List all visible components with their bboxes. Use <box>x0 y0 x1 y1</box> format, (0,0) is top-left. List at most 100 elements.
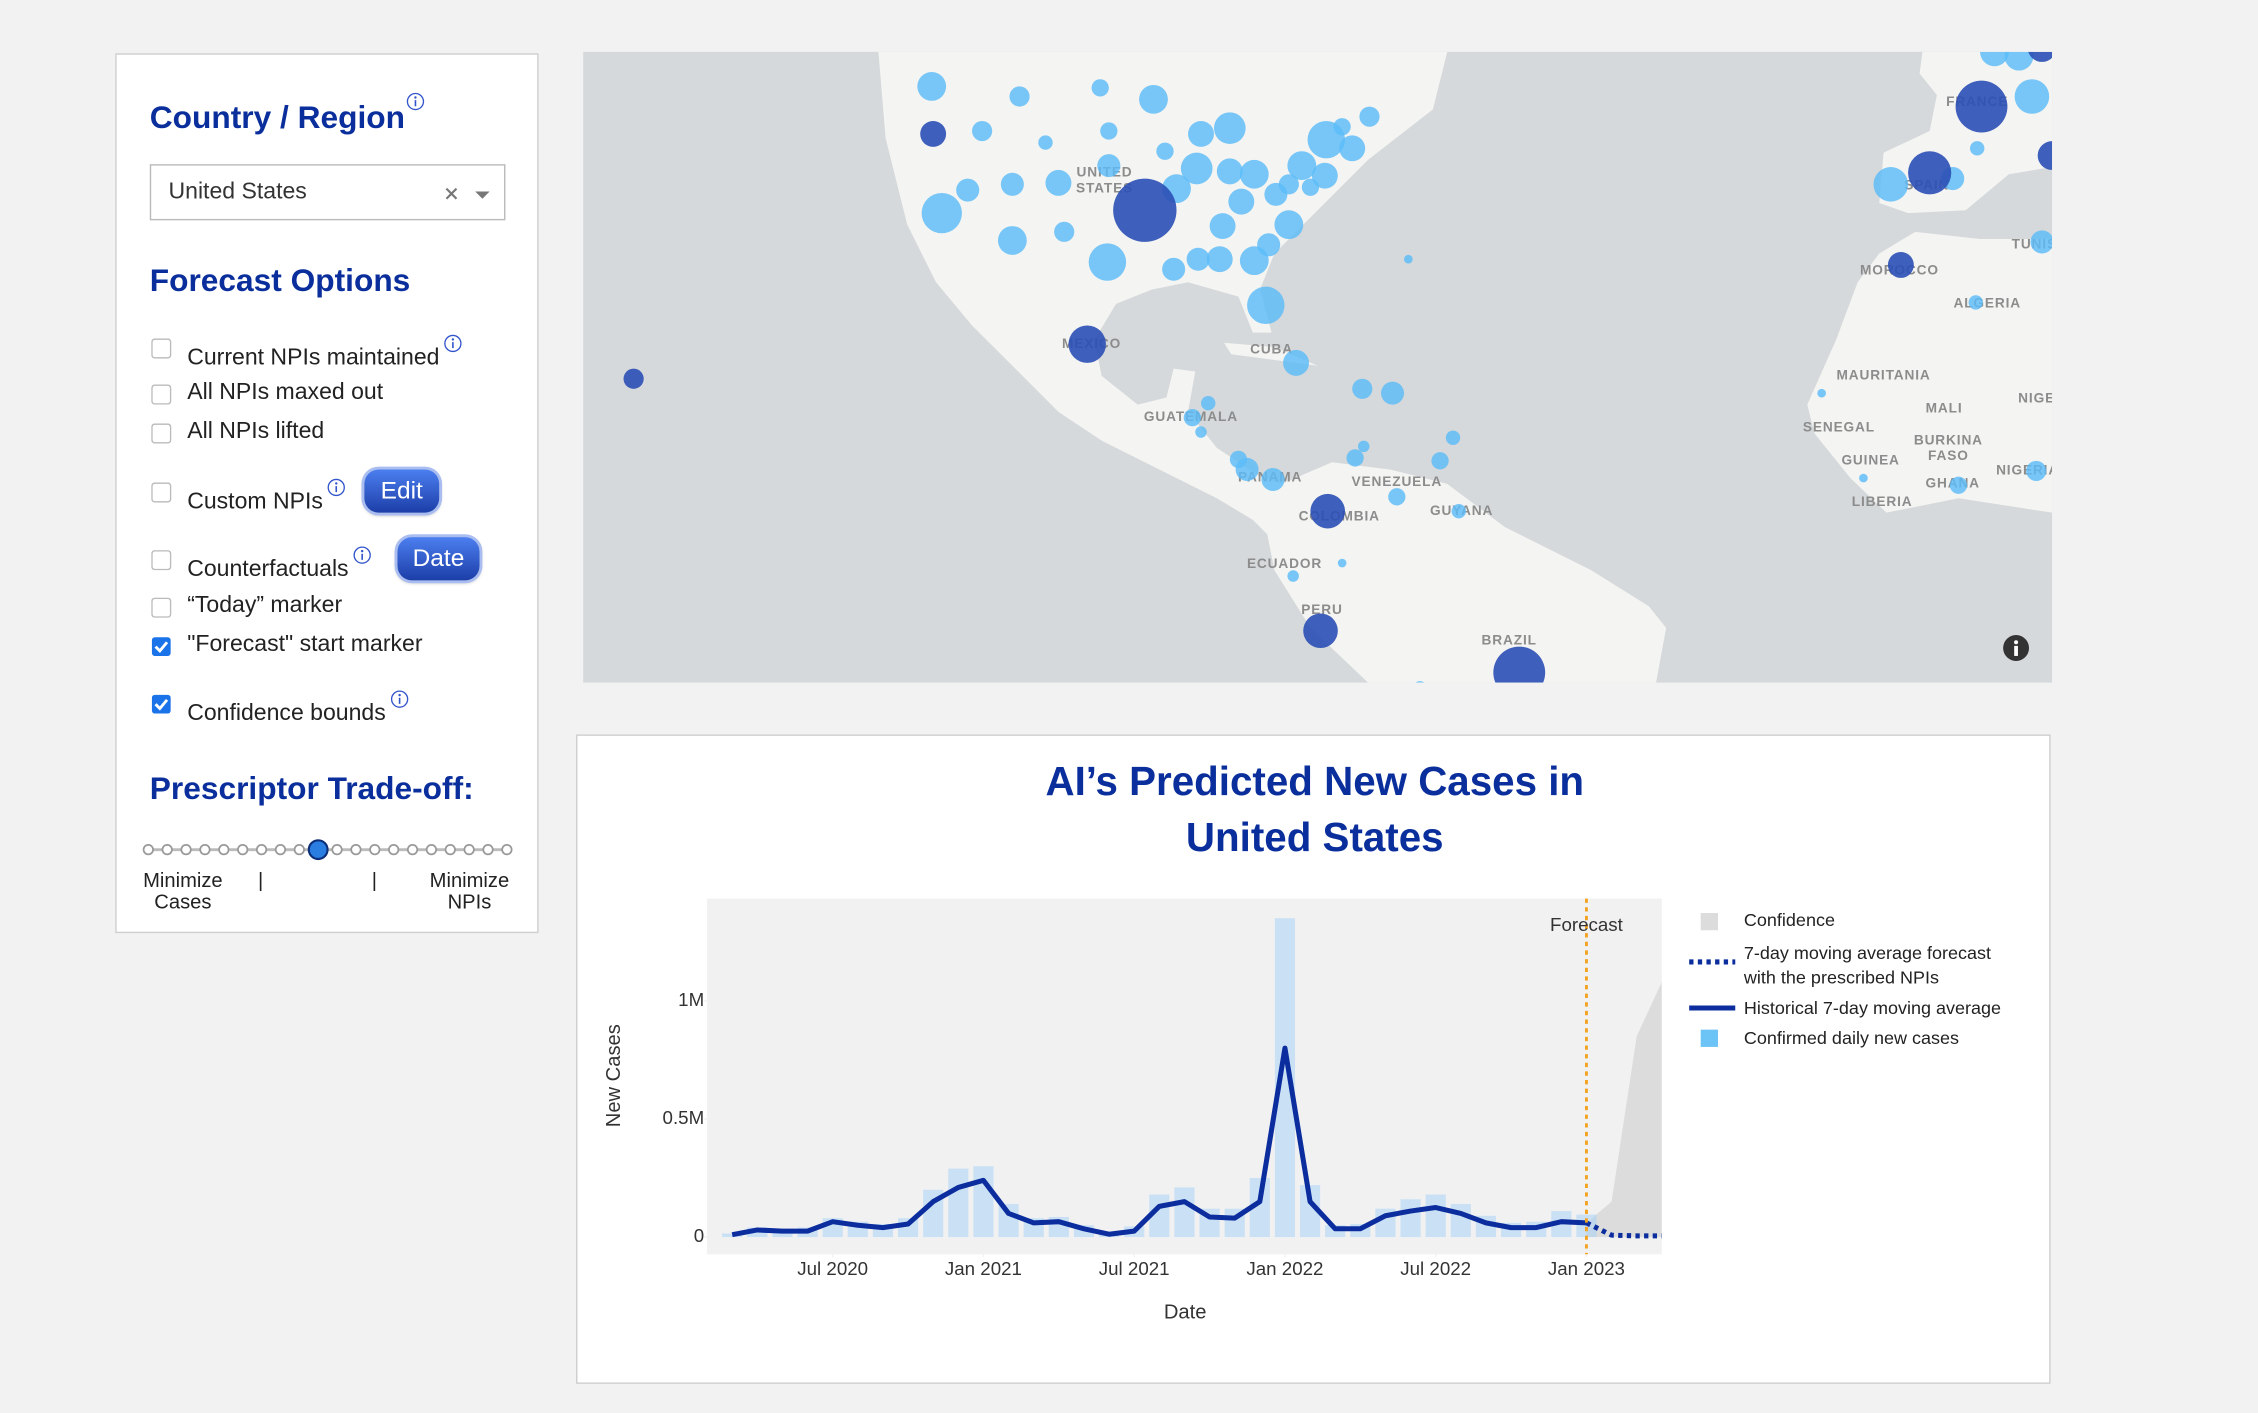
slider-dot[interactable] <box>406 844 419 856</box>
map-bubble[interactable] <box>1311 162 1338 189</box>
map-bubble[interactable] <box>920 120 947 147</box>
map-bubble[interactable] <box>1206 246 1233 273</box>
map-bubble[interactable] <box>1100 122 1118 140</box>
map-bubble[interactable] <box>1195 426 1207 438</box>
map-bubble[interactable] <box>1068 325 1106 363</box>
map-bubble[interactable] <box>1278 174 1299 195</box>
map-bubble[interactable] <box>1908 151 1952 195</box>
map-bubble[interactable] <box>921 192 962 234</box>
info-icon[interactable] <box>353 546 372 565</box>
info-icon[interactable] <box>444 334 463 353</box>
map-bubble[interactable] <box>1054 221 1075 242</box>
map-bubble[interactable] <box>1209 213 1236 240</box>
map-bubble[interactable] <box>1239 159 1269 189</box>
slider-dot[interactable] <box>180 844 192 856</box>
info-button[interactable] <box>2003 635 2030 661</box>
slider-dot[interactable] <box>142 844 154 856</box>
map-bubble[interactable] <box>1381 381 1405 405</box>
slider-dot[interactable] <box>218 844 230 856</box>
map-bubble[interactable] <box>1287 570 1299 582</box>
dropdown[interactable]: United States <box>149 164 506 221</box>
map-bubble[interactable] <box>1183 408 1202 427</box>
map-bubble[interactable] <box>1404 254 1413 264</box>
slider[interactable] <box>137 832 519 867</box>
map-bubble[interactable] <box>1186 247 1210 271</box>
checkbox[interactable] <box>151 423 172 444</box>
clear-icon[interactable] <box>445 187 458 200</box>
map-bubble[interactable] <box>1493 646 1546 683</box>
map-bubble[interactable] <box>1357 440 1370 453</box>
map-bubble[interactable] <box>2037 141 2053 170</box>
map-bubble[interactable] <box>1274 210 1304 240</box>
slider-dot[interactable] <box>350 844 362 856</box>
map-bubble[interactable] <box>1413 681 1427 683</box>
slider-dot[interactable] <box>463 844 475 856</box>
map-bubble[interactable] <box>1307 120 1346 159</box>
map-bubble[interactable] <box>1949 476 1968 494</box>
map-bubble[interactable] <box>1091 79 1109 97</box>
map-bubble[interactable] <box>1352 378 1373 399</box>
map-bubble[interactable] <box>1228 188 1255 215</box>
map-bubble[interactable] <box>1817 388 1826 398</box>
checkbox[interactable] <box>151 482 172 503</box>
map-bubble[interactable] <box>1088 243 1127 281</box>
map-bubble[interactable] <box>1009 86 1030 107</box>
slider-dot[interactable] <box>293 844 305 856</box>
map-bubble[interactable] <box>1873 167 1909 202</box>
map-bubble[interactable] <box>1359 106 1380 127</box>
map-bubble[interactable] <box>1887 252 1914 278</box>
map-bubble[interactable] <box>1388 488 1406 506</box>
map-bubble[interactable] <box>1431 452 1449 470</box>
slider-dot[interactable] <box>482 844 494 856</box>
slider-dot[interactable] <box>274 844 287 856</box>
map-bubble[interactable] <box>1038 135 1053 150</box>
map-bubble[interactable] <box>1045 169 1072 196</box>
map-bubble[interactable] <box>1113 178 1177 242</box>
map-bubble[interactable] <box>1213 112 1246 145</box>
map-bubble[interactable] <box>1339 135 1366 162</box>
map-bubble[interactable] <box>2004 51 2034 71</box>
slider-dot[interactable] <box>199 844 211 856</box>
map-bubble[interactable] <box>1955 80 2008 133</box>
map-bubble[interactable] <box>997 226 1027 255</box>
slider-dot[interactable] <box>255 844 268 856</box>
map-bubble[interactable] <box>1969 141 1985 156</box>
info-icon[interactable] <box>390 690 409 709</box>
slider-handle[interactable] <box>307 839 329 861</box>
map-bubble[interactable] <box>2014 79 2050 114</box>
map-bubble[interactable] <box>972 120 993 142</box>
slider-dot[interactable] <box>388 844 400 856</box>
map-bubble[interactable] <box>1261 468 1285 492</box>
map-bubble[interactable] <box>1139 84 1168 114</box>
map-bubble[interactable] <box>1303 613 1338 649</box>
checkbox[interactable] <box>151 597 172 618</box>
map-bubble[interactable] <box>1235 457 1259 481</box>
map-bubble[interactable] <box>2028 51 2053 62</box>
map-bubble[interactable] <box>956 178 980 202</box>
checkbox[interactable] <box>151 384 172 405</box>
slider-dot[interactable] <box>331 844 343 856</box>
map-bubble[interactable] <box>917 72 947 101</box>
info-icon[interactable] <box>406 92 425 111</box>
map-bubble[interactable] <box>1201 396 1216 411</box>
map-bubble[interactable] <box>1337 558 1347 568</box>
map-bubble[interactable] <box>2026 460 2047 481</box>
map-bubble[interactable] <box>1162 257 1186 281</box>
slider-dot[interactable] <box>425 844 438 856</box>
map-bubble[interactable] <box>1859 473 1868 483</box>
map-bubble[interactable] <box>1156 142 1174 160</box>
slider-dot[interactable] <box>237 844 249 856</box>
map-bubble[interactable] <box>1247 286 1285 325</box>
checkbox[interactable] <box>151 637 171 657</box>
map[interactable]: UNITEDSTATESMEXICOCUBAGUATEMALAPANAMAVEN… <box>583 51 2053 683</box>
map-bubble[interactable] <box>1980 51 2009 67</box>
map-bubble[interactable] <box>1216 158 1243 185</box>
map-bubble[interactable] <box>1180 152 1213 185</box>
map-bubble[interactable] <box>1097 154 1121 178</box>
checkbox[interactable] <box>151 694 171 714</box>
map-bubble[interactable] <box>1968 295 1983 310</box>
map-bubble[interactable] <box>2030 230 2053 254</box>
checkbox[interactable] <box>151 338 172 359</box>
info-icon[interactable] <box>327 478 346 497</box>
slider-dot[interactable] <box>161 844 173 856</box>
